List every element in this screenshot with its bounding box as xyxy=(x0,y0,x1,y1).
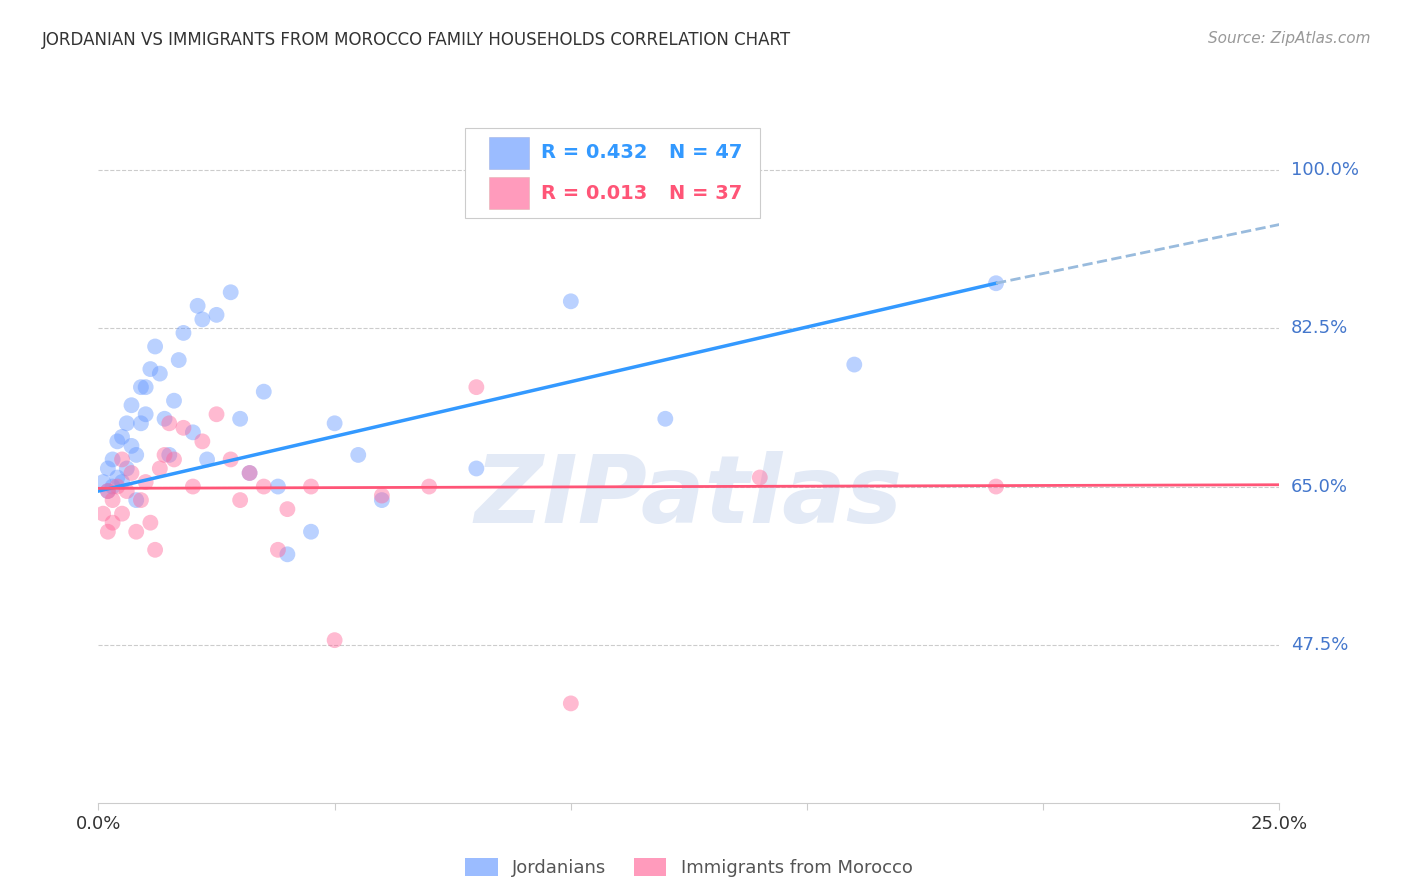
Point xyxy=(111,452,134,467)
Text: R = 0.432: R = 0.432 xyxy=(541,144,648,162)
Point xyxy=(129,417,152,431)
Point xyxy=(149,461,172,475)
Point xyxy=(91,475,114,489)
Point xyxy=(115,461,138,475)
Point xyxy=(143,542,166,557)
Point xyxy=(167,353,190,368)
Point xyxy=(135,475,157,489)
Point xyxy=(157,448,180,462)
Point xyxy=(143,339,166,353)
Text: ZIPatlas: ZIPatlas xyxy=(475,450,903,542)
Point xyxy=(111,430,134,444)
Point xyxy=(465,461,488,475)
Point xyxy=(748,470,770,484)
Point xyxy=(205,407,228,421)
Point xyxy=(205,308,228,322)
Point xyxy=(181,425,204,440)
Point xyxy=(125,448,148,462)
Point xyxy=(219,285,242,300)
Point xyxy=(97,484,120,499)
Point xyxy=(121,466,143,480)
Point xyxy=(163,393,186,408)
Point xyxy=(105,434,128,449)
Text: N = 47: N = 47 xyxy=(669,144,742,162)
Text: N = 37: N = 37 xyxy=(669,184,742,202)
Point xyxy=(276,502,298,516)
Point xyxy=(984,479,1007,493)
Point xyxy=(129,493,152,508)
Point xyxy=(299,524,322,539)
Point xyxy=(844,358,866,372)
Point xyxy=(172,421,194,435)
Point xyxy=(239,466,262,480)
Point xyxy=(323,633,346,648)
Point xyxy=(253,479,276,493)
Point xyxy=(153,448,176,462)
Point xyxy=(163,452,186,467)
Text: 65.0%: 65.0% xyxy=(1291,477,1347,496)
Point xyxy=(129,380,152,394)
Point xyxy=(97,461,120,475)
Point xyxy=(111,475,134,489)
Point xyxy=(139,516,162,530)
FancyBboxPatch shape xyxy=(489,178,530,210)
Point xyxy=(267,542,290,557)
Point xyxy=(191,312,214,326)
Point xyxy=(101,479,124,493)
Point xyxy=(115,417,138,431)
Point xyxy=(97,484,120,499)
Point xyxy=(195,452,218,467)
Point xyxy=(181,479,204,493)
Point xyxy=(125,493,148,508)
Text: 47.5%: 47.5% xyxy=(1291,636,1348,654)
Point xyxy=(267,479,290,493)
Point xyxy=(101,493,124,508)
Text: R = 0.013: R = 0.013 xyxy=(541,184,648,202)
Point xyxy=(323,417,346,431)
FancyBboxPatch shape xyxy=(464,128,759,219)
Point xyxy=(115,484,138,499)
Point xyxy=(121,398,143,412)
Point xyxy=(101,452,124,467)
Point xyxy=(253,384,276,399)
Point xyxy=(135,380,157,394)
Point xyxy=(105,470,128,484)
Point xyxy=(465,380,488,394)
Point xyxy=(560,697,582,711)
Point xyxy=(984,277,1007,291)
Point xyxy=(139,362,162,376)
Text: JORDANIAN VS IMMIGRANTS FROM MOROCCO FAMILY HOUSEHOLDS CORRELATION CHART: JORDANIAN VS IMMIGRANTS FROM MOROCCO FAM… xyxy=(42,31,792,49)
Text: Source: ZipAtlas.com: Source: ZipAtlas.com xyxy=(1208,31,1371,46)
Point xyxy=(97,524,120,539)
FancyBboxPatch shape xyxy=(489,137,530,169)
Point xyxy=(299,479,322,493)
Point xyxy=(654,411,676,425)
Point xyxy=(187,299,209,313)
Text: 100.0%: 100.0% xyxy=(1291,161,1358,179)
Point xyxy=(111,507,134,521)
Point xyxy=(101,516,124,530)
Point xyxy=(121,439,143,453)
Point xyxy=(371,493,394,508)
Text: 82.5%: 82.5% xyxy=(1291,319,1348,337)
Point xyxy=(347,448,370,462)
Point xyxy=(153,411,176,425)
Point xyxy=(219,452,242,467)
Legend: Jordanians, Immigrants from Morocco: Jordanians, Immigrants from Morocco xyxy=(458,851,920,884)
Point xyxy=(157,417,180,431)
Point xyxy=(149,367,172,381)
Point xyxy=(276,547,298,561)
Point xyxy=(91,507,114,521)
Point xyxy=(239,466,262,480)
Point xyxy=(560,294,582,309)
Point xyxy=(229,411,252,425)
Point xyxy=(418,479,440,493)
Point xyxy=(172,326,194,340)
Point xyxy=(371,489,394,503)
Point xyxy=(125,524,148,539)
Point xyxy=(135,407,157,421)
Point xyxy=(191,434,214,449)
Point xyxy=(229,493,252,508)
Point xyxy=(105,479,128,493)
